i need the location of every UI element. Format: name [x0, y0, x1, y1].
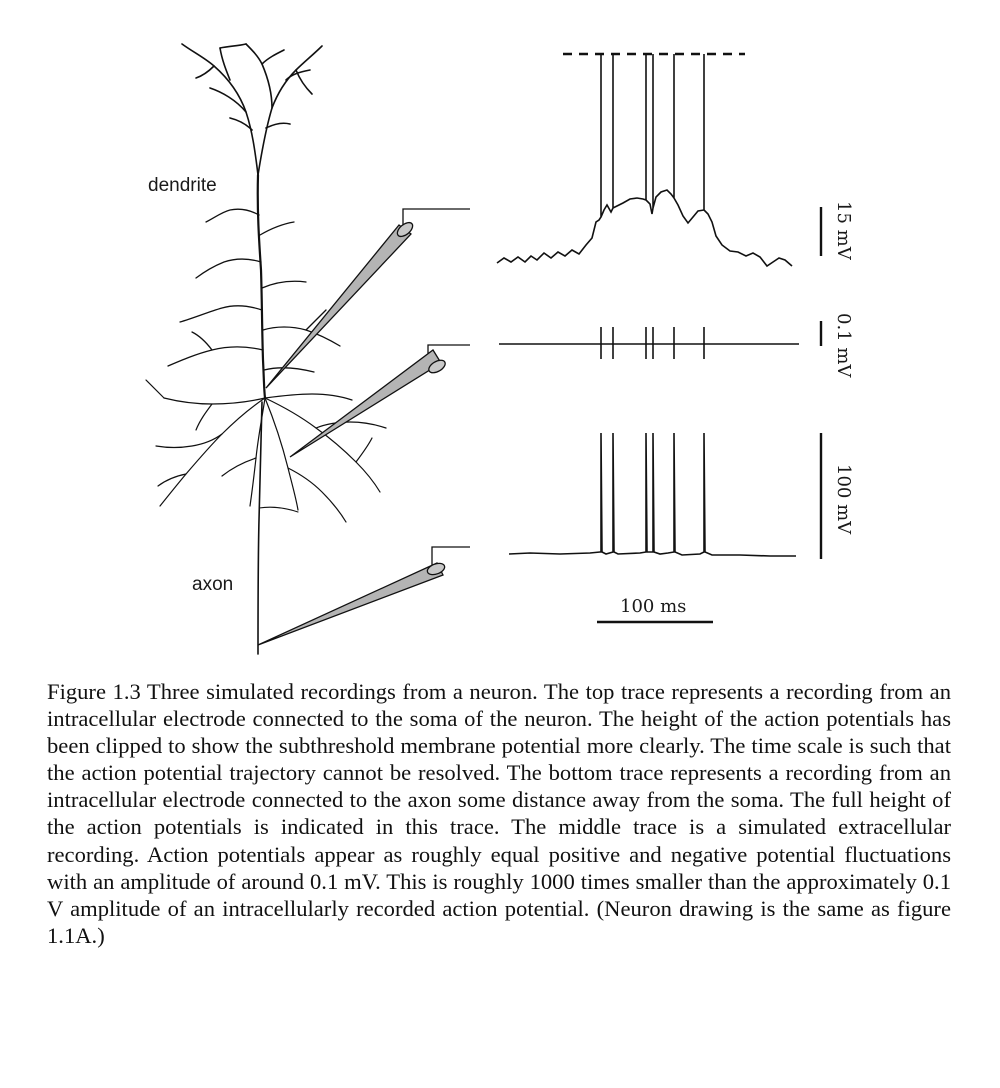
soma-trace: [496, 54, 793, 268]
scale-label-01mv: 0.1 mV: [833, 313, 854, 378]
scale-label-15mv: 15 mV: [833, 201, 854, 261]
electrode-axon-intracellular: [257, 546, 470, 646]
axon-trace: [508, 432, 796, 557]
axon-label: axon: [192, 574, 233, 595]
axon-collateral: [258, 506, 299, 513]
electrodes: [257, 208, 470, 646]
apical-trunk: [256, 173, 267, 400]
apical-tuft: [181, 43, 323, 176]
electrode-soma-intracellular: [265, 208, 470, 389]
basal-dendrites: [145, 379, 387, 523]
scale-label-100ms: 100 ms: [620, 596, 686, 617]
scale-label-100mv: 100 mV: [833, 464, 854, 535]
dendrite-label: dendrite: [148, 175, 217, 196]
electrode-extracellular: [289, 344, 470, 458]
extracellular-trace: [499, 327, 799, 359]
neuron-drawing: [145, 43, 387, 655]
figure-caption: Figure 1.3 Three simulated recordings fr…: [47, 679, 951, 948]
scale-bars: [597, 207, 823, 624]
traces: [496, 52, 799, 557]
axon: [257, 401, 263, 655]
neuron-recording-figure: dendrite axon 15 mV 0.1 mV 100 mV 100 ms: [145, 43, 854, 655]
oblique-dendrites: [167, 208, 341, 373]
